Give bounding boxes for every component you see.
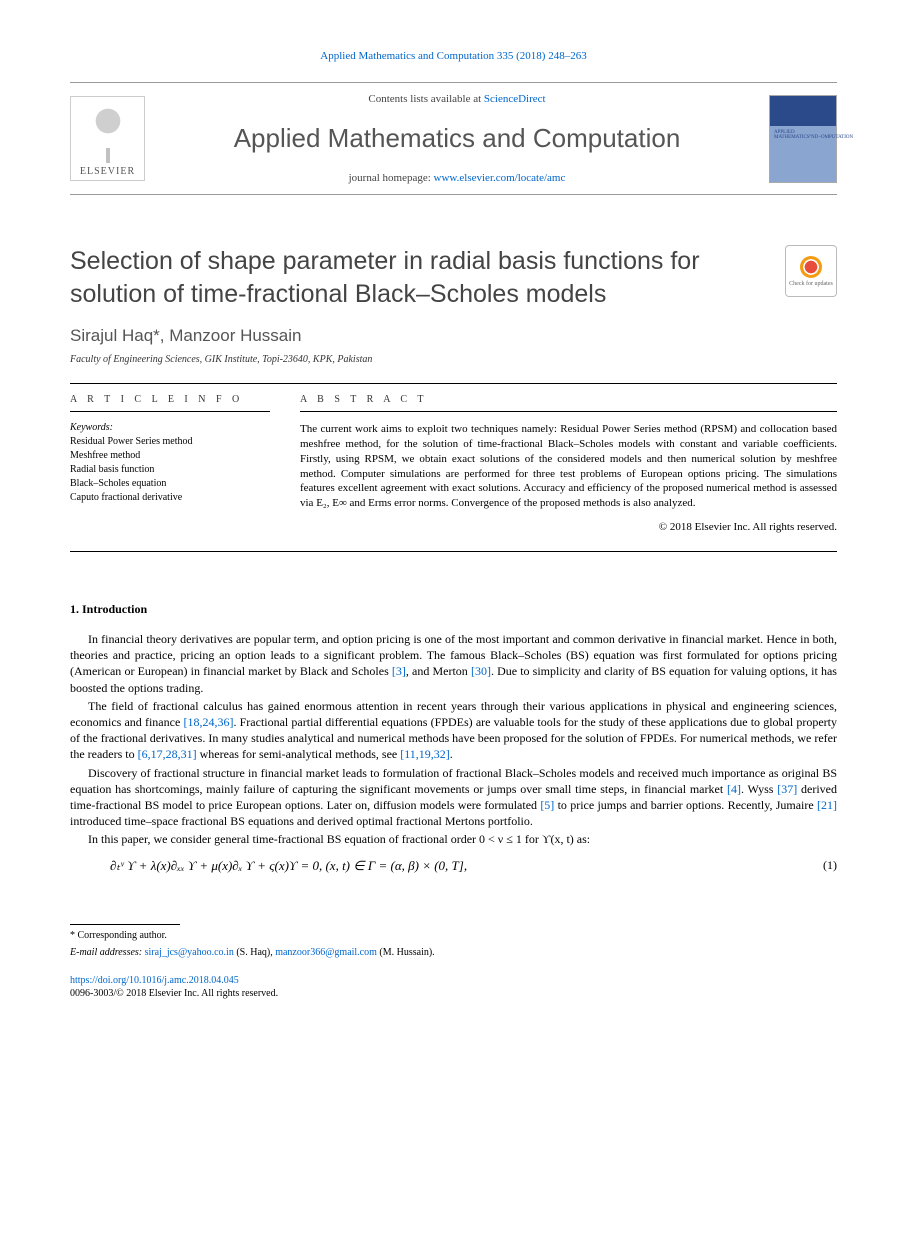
keyword: Meshfree method: [70, 449, 270, 463]
journal-cover-thumbnail: [769, 95, 837, 183]
text: .: [450, 747, 453, 761]
ref-link[interactable]: [5]: [540, 798, 554, 812]
equation-1: ∂ₜᵛ ϒ + λ(x)∂ₓₓ ϒ + μ(x)∂ₓ ϒ + ς(x)ϒ = 0…: [110, 858, 797, 874]
intro-para-3: Discovery of fractional structure in fin…: [70, 765, 837, 830]
ref-link[interactable]: [37]: [777, 782, 797, 796]
text: to price jumps and barrier options. Rece…: [554, 798, 817, 812]
divider: [70, 551, 837, 552]
title-row: Selection of shape parameter in radial b…: [70, 245, 837, 310]
text: Discovery of fractional structure in fin…: [70, 766, 837, 796]
keyword: Radial basis function: [70, 463, 270, 477]
elsevier-tree-icon: [78, 103, 138, 163]
sciencedirect-link[interactable]: ScienceDirect: [484, 93, 546, 105]
homepage-line: journal homepage: www.elsevier.com/locat…: [160, 172, 754, 184]
footer-block: https://doi.org/10.1016/j.amc.2018.04.04…: [70, 974, 837, 1001]
paper-title: Selection of shape parameter in radial b…: [70, 245, 765, 310]
doi-link[interactable]: https://doi.org/10.1016/j.amc.2018.04.04…: [70, 975, 239, 986]
text: whereas for semi-analytical methods, see: [197, 747, 401, 761]
article-info-heading: A R T I C L E I N F O: [70, 394, 270, 412]
abstract-heading: A B S T R A C T: [300, 394, 837, 412]
ref-link[interactable]: [21]: [817, 798, 837, 812]
emails-label: E-mail addresses:: [70, 947, 145, 958]
crossmark-icon: [800, 256, 822, 278]
equation-number: (1): [797, 858, 837, 873]
text: introduced time–space fractional BS equa…: [70, 814, 533, 828]
keyword: Caputo fractional derivative: [70, 491, 270, 505]
intro-para-4: In this paper, we consider general time-…: [70, 831, 837, 847]
crossmark-badge[interactable]: Check for updates: [785, 245, 837, 297]
keywords-list: Residual Power Series method Meshfree me…: [70, 435, 270, 505]
citation-link[interactable]: Applied Mathematics and Computation 335 …: [320, 50, 586, 62]
abstract-text: The current work aims to exploit two tec…: [300, 422, 837, 511]
elsevier-logo: ELSEVIER: [70, 96, 145, 181]
keyword: Black–Scholes equation: [70, 477, 270, 491]
email-footnote: E-mail addresses: siraj_jcs@yahoo.co.in …: [70, 946, 837, 960]
ref-link[interactable]: [6,17,28,31]: [138, 747, 197, 761]
contents-prefix: Contents lists available at: [368, 93, 483, 105]
corresponding-author-note: * Corresponding author.: [70, 929, 837, 943]
header-center: Contents lists available at ScienceDirec…: [160, 93, 754, 184]
article-info-column: A R T I C L E I N F O Keywords: Residual…: [70, 384, 270, 533]
keywords-heading: Keywords:: [70, 422, 270, 433]
section-heading-intro: 1. Introduction: [70, 602, 837, 617]
ref-link[interactable]: [30]: [471, 664, 491, 678]
keyword: Residual Power Series method: [70, 435, 270, 449]
crossmark-label: Check for updates: [789, 281, 833, 287]
ref-link[interactable]: [3]: [392, 664, 406, 678]
info-abstract-row: A R T I C L E I N F O Keywords: Residual…: [70, 384, 837, 533]
intro-para-1: In financial theory derivatives are popu…: [70, 631, 837, 696]
abstract-column: A B S T R A C T The current work aims to…: [300, 384, 837, 533]
author-email-link[interactable]: manzoor366@gmail.com: [275, 947, 377, 958]
contents-available-line: Contents lists available at ScienceDirec…: [160, 93, 754, 105]
authors: Sirajul Haq*, Manzoor Hussain: [70, 326, 837, 346]
journal-name: Applied Mathematics and Computation: [160, 123, 754, 154]
homepage-link[interactable]: www.elsevier.com/locate/amc: [434, 172, 566, 184]
text: (M. Hussain).: [377, 947, 435, 958]
ref-link[interactable]: [4]: [727, 782, 741, 796]
ref-link[interactable]: [11,19,32]: [400, 747, 450, 761]
footnote-rule: [70, 924, 180, 925]
issn-copyright: 0096-3003/© 2018 Elsevier Inc. All right…: [70, 987, 837, 1001]
text: (S. Haq),: [234, 947, 275, 958]
homepage-prefix: journal homepage:: [349, 172, 434, 184]
intro-para-2: The field of fractional calculus has gai…: [70, 698, 837, 763]
citation-line: Applied Mathematics and Computation 335 …: [70, 50, 837, 62]
affiliation: Faculty of Engineering Sciences, GIK Ins…: [70, 354, 837, 365]
ref-link[interactable]: [18,24,36]: [183, 715, 233, 729]
author-email-link[interactable]: siraj_jcs@yahoo.co.in: [145, 947, 234, 958]
text: , and Merton: [406, 664, 471, 678]
text: . Wyss: [741, 782, 777, 796]
abstract-copyright: © 2018 Elsevier Inc. All rights reserved…: [300, 521, 837, 533]
journal-header: ELSEVIER Contents lists available at Sci…: [70, 82, 837, 195]
publisher-name: ELSEVIER: [80, 163, 135, 180]
equation-row: ∂ₜᵛ ϒ + λ(x)∂ₓₓ ϒ + μ(x)∂ₓ ϒ + ς(x)ϒ = 0…: [110, 858, 837, 874]
